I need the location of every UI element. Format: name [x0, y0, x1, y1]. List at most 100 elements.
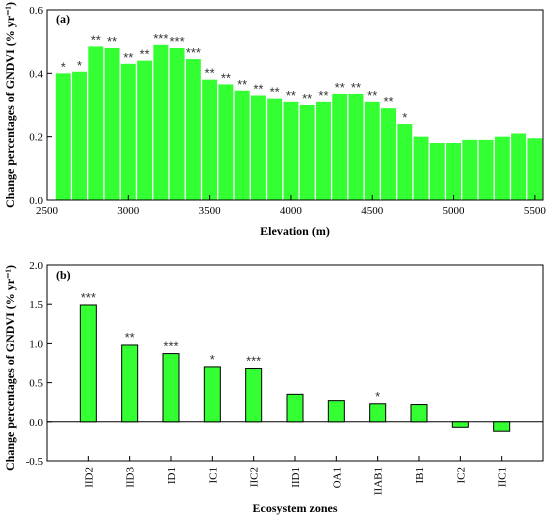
panel-a-x-tick-label: 4500: [361, 205, 384, 217]
panel-a-significance-label: **: [221, 70, 231, 85]
panel-a-significance-label: *: [77, 58, 82, 73]
panel-b-bar: [79, 304, 97, 423]
panel-b-significance-label: *: [210, 352, 215, 367]
panel-a-significance-label: **: [302, 91, 312, 106]
panel-a-x-tick-label: 5000: [443, 205, 466, 217]
panel-a-x-tick-label: 5500: [524, 205, 547, 217]
panel-b-significance-label: ***: [246, 353, 261, 368]
panel-b-x-tick-label: IID1: [290, 467, 302, 488]
panel-a-bar: [120, 63, 136, 201]
panel-a-significance-label: **: [237, 77, 247, 92]
panel-b-y-tick-label: 1.5: [29, 299, 43, 311]
panel-a-significance-label: **: [123, 50, 133, 65]
panel-a-label: (a): [56, 12, 70, 26]
panel-a-significance-label: **: [286, 88, 296, 103]
panel-b-y-tick-label: 2.0: [29, 260, 43, 272]
panel-a-bar: [153, 44, 169, 201]
panel-a-y-ticks: 0.0 0.2 0.4 0.6: [29, 5, 52, 207]
panel-a-bar: [55, 73, 71, 200]
panel-a-bar: [364, 101, 380, 200]
panel-b-y-tick-label: 0.0: [29, 417, 43, 429]
panel-a-bar: [397, 124, 413, 200]
panel-a-frame: [46, 9, 544, 201]
panel-b-bar: [245, 367, 263, 423]
panel-a-bar: [413, 136, 429, 200]
panel-a-bar: [511, 133, 527, 200]
panel-b-bar: [451, 421, 469, 428]
panel-a-bar: [283, 101, 299, 200]
panel-a-significance-label: *: [61, 59, 66, 74]
panel-b-bar: [286, 393, 304, 423]
panel-a-bar: [299, 105, 315, 200]
panel-a-bar: [202, 79, 218, 200]
panel-b-bars: [79, 304, 511, 432]
panel-b-x-tick-label: IID2: [83, 467, 95, 488]
panel-b-bar: [410, 404, 428, 423]
panel-b-x-tick-label: IIC2: [249, 467, 261, 487]
panel-a-bar: [315, 101, 331, 200]
panel-b: ********* **** -0.50.00.51.01.52.0 IID2 II…: [3, 260, 544, 515]
panel-a-bar: [348, 93, 364, 200]
panel-b-y-axis-title: Change percentages of GNDVI (% yr⁻¹): [3, 265, 17, 471]
panel-b-y-tick-label: 1.0: [29, 338, 43, 350]
panel-b-x-tick-label: IC1: [207, 467, 219, 484]
panel-a-bar: [429, 143, 445, 200]
panel-a-bar: [169, 48, 185, 200]
panel-a-bar: [478, 139, 494, 200]
panel-a-significance-markers: * *** **** ***** ******** ** ** ** ** ** ** **** ***…: [61, 31, 408, 125]
panel-a-y-axis-title: Change percentages of GNDVI (% yr⁻¹): [3, 2, 17, 208]
panel-a-significance-label: **: [107, 34, 117, 49]
panel-b-significance-label: ***: [163, 339, 178, 354]
panel-a-bar: [234, 90, 250, 200]
panel-b-bar: [162, 353, 180, 423]
panel-b-x-tick-label: ID1: [166, 467, 178, 484]
panel-a-bar: [332, 93, 348, 200]
panel-a-bar: [88, 46, 104, 200]
panel-a-bar: [462, 139, 478, 200]
panel-b-y-ticks: -0.5 0.0 0.5 1.0 1.5 2.0: [26, 260, 52, 468]
panel-b-bar: [493, 421, 511, 432]
panel-b-x-tick-label: IC2: [455, 467, 467, 484]
panel-a-x-tick-label: 2500: [36, 205, 59, 217]
panel-a-bar: [104, 48, 120, 200]
panel-a-significance-label: **: [383, 94, 393, 109]
panel-a-bar: [72, 71, 88, 200]
panel-a-y-tick-label: 0.0: [29, 195, 43, 207]
panel-b-y-tick-label: 0.5: [29, 378, 43, 390]
panel-a-x-tick-label: 4000: [280, 205, 303, 217]
panel-a-bar: [218, 84, 234, 200]
panel-a-bar: [527, 138, 543, 200]
panel-a-y-tick-label: 0.6: [29, 5, 43, 17]
panel-a-significance-label: **: [351, 80, 361, 95]
panel-b-bar: [327, 400, 345, 423]
panel-b-x-tick-label: IIC1: [497, 467, 509, 487]
panel-a-significance-label: **: [318, 88, 328, 103]
panel-a-bar: [185, 59, 201, 201]
panel-b-significance-label: *: [375, 389, 380, 404]
panel-b-significance-label: ***: [81, 290, 96, 305]
panel-a-bar: [446, 143, 462, 200]
panel-a-x-ticks: 2500 3000 3500 4000 4500 5000 5500: [36, 195, 546, 217]
panel-a: * *** **** ***** ******** ** ** ** ** ** ** **** ***…: [3, 2, 546, 238]
panel-a-x-axis-title: Elevation (m): [260, 224, 330, 238]
panel-a-significance-label: **: [91, 32, 101, 47]
panel-a-x-tick-label: 3500: [199, 205, 222, 217]
panel-b-bar: [203, 366, 221, 423]
panel-a-significance-label: **: [367, 88, 377, 103]
panel-a-bars: [55, 44, 543, 201]
panel-a-y-tick-label: 0.4: [29, 68, 43, 80]
panel-b-x-ticks: IID2 IID3 ID1 IC1 IIC2 IID1 OA1 IIAB1 IB1 IC2 IIC1: [83, 456, 509, 495]
panel-b-label: (b): [56, 268, 71, 282]
panel-a-bar: [381, 108, 396, 200]
panel-b-significance-markers: ********* ****: [81, 290, 380, 404]
panel-b-x-tick-label: IIAB1: [373, 467, 385, 495]
panel-a-y-tick-label: 0.2: [29, 132, 43, 144]
panel-b-x-tick-label: IID3: [125, 467, 137, 488]
panel-a-bar: [494, 136, 510, 200]
panel-a-significance-label: ***: [186, 45, 201, 60]
panel-a-significance-label: *: [402, 110, 407, 125]
panel-b-bar: [369, 403, 387, 423]
panel-a-significance-label: **: [335, 80, 345, 95]
panel-b-y-tick-label: -0.5: [26, 456, 44, 468]
panel-b-x-axis-title: Ecosystem zones: [253, 501, 338, 515]
